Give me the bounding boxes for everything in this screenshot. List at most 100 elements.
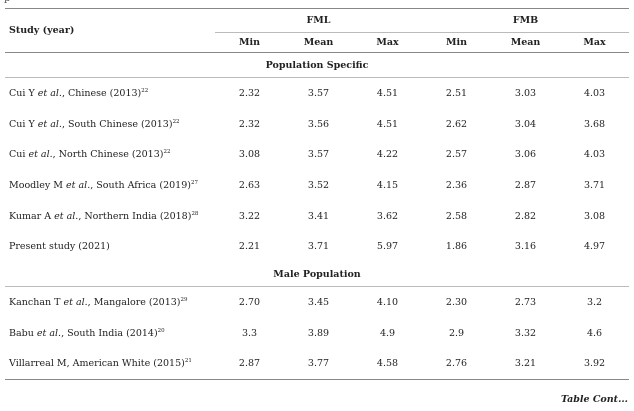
value-cell: 2.62 xyxy=(445,118,468,130)
reference-number: 22 xyxy=(172,118,180,125)
study-detail: , South India (2014) xyxy=(61,327,158,339)
header-study: Study (year) xyxy=(5,8,215,53)
subheader-min: Min xyxy=(238,37,261,48)
table-row: Villarreal M, American White (2015)21 2.8… xyxy=(5,348,630,381)
value-cell: 3.57 xyxy=(307,87,330,99)
value-cell: 3.68 xyxy=(583,118,606,130)
value-cell: 3.56 xyxy=(307,118,330,130)
study-etal: et al. xyxy=(54,210,79,222)
study-author: Cui Y xyxy=(9,118,38,130)
value-cell: 3.22 xyxy=(238,210,261,222)
value-cell: 4.51 xyxy=(376,87,399,99)
study-name: Babu et al., South India (2014)20 xyxy=(5,318,215,349)
value-cell: 2.32 xyxy=(238,87,261,99)
value-cell: 2.58 xyxy=(445,210,468,222)
study-detail: , South Africa (2019) xyxy=(90,179,191,191)
reference-number: 29 xyxy=(180,296,188,303)
value-cell: 2.63 xyxy=(238,179,261,191)
study-etal: et al. xyxy=(66,179,91,191)
reference-number: 28 xyxy=(191,210,199,217)
table-row: Cui Y et al., Chinese (2013)22 2.32 3.57 4.… xyxy=(5,78,629,109)
study-author: Villarreal M, American White (2015) xyxy=(9,358,185,370)
study-name: Kumar A et al., Northern India (2018)28 xyxy=(5,201,215,232)
subheader-mean: Mean xyxy=(510,37,541,48)
study-author: Cui Y xyxy=(9,87,38,99)
section-title: Population Specific xyxy=(5,52,630,78)
study-detail: , Chinese (2013) xyxy=(61,87,142,99)
study-name: Cui Y et al., South Chinese (2013)22 xyxy=(5,109,215,140)
study-name: Cui Y et al., Chinese (2013)22 xyxy=(5,78,215,109)
subheader-min: Min xyxy=(445,37,468,48)
study-etal: et al. xyxy=(63,296,88,308)
study-etal: et al. xyxy=(37,87,62,99)
value-cell: 3.71 xyxy=(583,179,606,191)
reference-number: 27 xyxy=(190,179,198,186)
reference-number: 22 xyxy=(163,149,171,156)
header-fmb: FMB xyxy=(422,8,630,33)
value-cell: 3.08 xyxy=(583,210,606,222)
value-cell: 2.82 xyxy=(514,210,537,222)
table-row: Babu et al., South India (2014)20 3.3 3.89… xyxy=(5,318,629,349)
study-detail: , Northern India (2018) xyxy=(78,210,192,222)
reference-number: 20 xyxy=(157,327,165,334)
value-cell: 3.89 xyxy=(307,327,330,339)
table-row: Cui et al., North Chinese (2013)22 3.08 3.… xyxy=(5,139,629,170)
value-cell: 1.86 xyxy=(445,241,468,253)
section-title: Male Population xyxy=(5,262,630,288)
value-cell: 3.62 xyxy=(376,210,399,222)
value-cell: 4.58 xyxy=(353,348,422,381)
table-row: Moodley M et al., South Africa (2019)27 2… xyxy=(5,170,629,201)
value-cell: 4.97 xyxy=(583,241,606,253)
value-cell: 2.70 xyxy=(238,296,261,308)
value-cell: 4.03 xyxy=(583,149,606,161)
value-cell: 3.77 xyxy=(284,348,353,381)
table-row: Present study (2021) 2.21 3.71 5.97 1.86 3.16… xyxy=(5,231,629,262)
study-name: Kanchan T et al., Mangalore (2013)29 xyxy=(5,287,215,318)
value-cell: 3.2 xyxy=(586,296,603,308)
value-cell: 3.32 xyxy=(514,327,537,339)
value-cell: 3.04 xyxy=(514,118,537,130)
study-name: Moodley M et al., South Africa (2019)27 xyxy=(5,170,215,201)
value-cell: 3.92 xyxy=(560,348,630,381)
value-cell: 2.73 xyxy=(514,296,537,308)
reference-number: 22 xyxy=(141,87,149,94)
value-cell: 2.36 xyxy=(445,179,468,191)
study-author: Kanchan T xyxy=(9,296,64,308)
data-table: Study (year) FML FMB Min Mean Max Min Me… xyxy=(5,8,630,381)
study-detail: , Mangalore (2013) xyxy=(87,296,181,308)
header-fml: FML xyxy=(215,8,422,33)
study-name: Cui et al., North Chinese (2013)22 xyxy=(5,139,215,170)
value-cell: 3.71 xyxy=(307,241,330,253)
study-detail: , South Chinese (2013) xyxy=(61,118,173,130)
study-etal: et al. xyxy=(28,149,53,161)
table-row: Kumar A et al., Northern India (2018)28 3… xyxy=(5,201,629,232)
value-cell: 2.57 xyxy=(445,149,468,161)
value-cell: 2.32 xyxy=(238,118,261,130)
value-cell: 4.6 xyxy=(586,327,603,339)
value-cell: 3.41 xyxy=(307,210,330,222)
subheader-max: Max xyxy=(583,37,606,48)
value-cell: 2.30 xyxy=(445,296,468,308)
value-cell: 4.10 xyxy=(376,296,399,308)
value-cell: 4.9 xyxy=(379,327,396,339)
study-author: Present study (2021) xyxy=(9,241,110,253)
value-cell: 2.21 xyxy=(238,241,261,253)
value-cell: 2.87 xyxy=(215,348,284,381)
study-etal: et al. xyxy=(36,327,62,339)
value-cell: 3.3 xyxy=(241,327,258,339)
value-cell: 4.51 xyxy=(376,118,399,130)
study-name: Villarreal M, American White (2015)21 xyxy=(5,348,215,381)
subheader-mean: Mean xyxy=(303,37,334,48)
value-cell: 3.08 xyxy=(238,149,261,161)
study-author: Cui xyxy=(9,149,29,161)
value-cell: 2.76 xyxy=(422,348,491,381)
value-cell: 3.06 xyxy=(514,149,537,161)
reference-number: 21 xyxy=(184,358,192,365)
value-cell: 3.52 xyxy=(307,179,330,191)
value-cell: 3.03 xyxy=(514,87,537,99)
value-cell: 2.87 xyxy=(514,179,537,191)
value-cell: 2.9 xyxy=(448,327,465,339)
study-etal: et al. xyxy=(37,118,62,130)
value-cell: 3.45 xyxy=(307,296,330,308)
study-name: Present study (2021) xyxy=(5,231,215,262)
